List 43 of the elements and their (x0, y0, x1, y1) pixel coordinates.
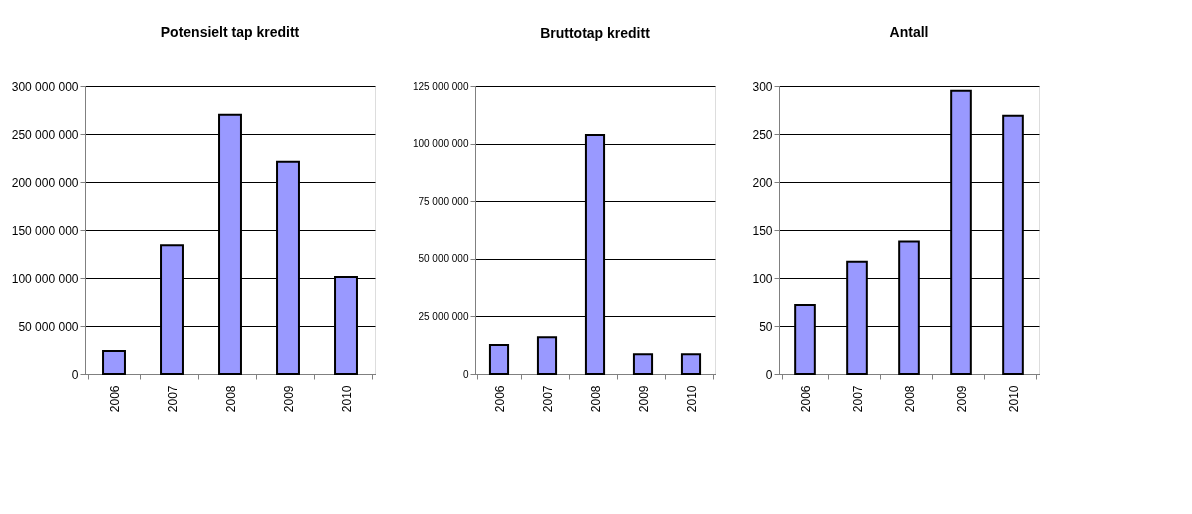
y-tick-label: 200 000 000 (11, 175, 79, 190)
y-tick-label: 125 000 000 (412, 80, 469, 92)
y-tick-label: 100 000 000 (11, 271, 79, 286)
x-tick-label: 2009 (636, 385, 651, 413)
y-tick-label: 0 (765, 367, 773, 382)
bar (102, 349, 126, 375)
bar (632, 353, 654, 375)
chart-title: Antall (889, 24, 929, 40)
x-tick-label: 2010 (339, 385, 354, 413)
y-tick-label: 150 (752, 223, 773, 238)
y-tick-label: 50 000 000 (418, 253, 469, 265)
x-tick-label: 2007 (165, 385, 180, 413)
y-tick-label: 0 (71, 367, 79, 382)
x-tick-label: 2006 (107, 385, 122, 413)
x-tick-label: 2009 (954, 385, 969, 413)
x-tick-label: 2007 (540, 385, 555, 413)
y-tick-label: 25 000 000 (418, 310, 469, 322)
y-tick-label: 250 000 000 (11, 127, 79, 142)
x-tick-label: 2010 (1006, 385, 1021, 413)
y-tick-label: 50 (759, 319, 773, 334)
y-tick-label: 75 000 000 (418, 195, 469, 207)
bar (488, 343, 510, 375)
y-tick-label: 0 (462, 368, 469, 380)
chart-title: Potensielt tap kreditt (160, 24, 300, 40)
x-tick-label: 2008 (588, 385, 603, 413)
y-tick-label: 300 000 000 (11, 79, 79, 94)
bar (536, 336, 558, 375)
y-tick-label: 200 (752, 175, 773, 190)
x-tick-label: 2008 (902, 385, 917, 413)
y-tick-label: 100 (752, 271, 773, 286)
bar (680, 353, 702, 375)
x-tick-label: 2006 (492, 385, 507, 413)
y-tick-label: 300 (752, 79, 773, 94)
y-tick-label: 150 000 000 (11, 223, 79, 238)
y-tick-label: 100 000 000 (412, 138, 469, 150)
y-tick-label: 250 (752, 127, 773, 142)
x-tick-label: 2006 (798, 385, 813, 413)
x-tick-label: 2008 (223, 385, 238, 413)
chart-title: Bruttotap kreditt (540, 25, 651, 41)
x-tick-label: 2007 (850, 385, 865, 413)
x-tick-label: 2010 (684, 385, 699, 413)
x-tick-label: 2009 (281, 385, 296, 413)
y-tick-label: 50 000 000 (18, 319, 79, 334)
